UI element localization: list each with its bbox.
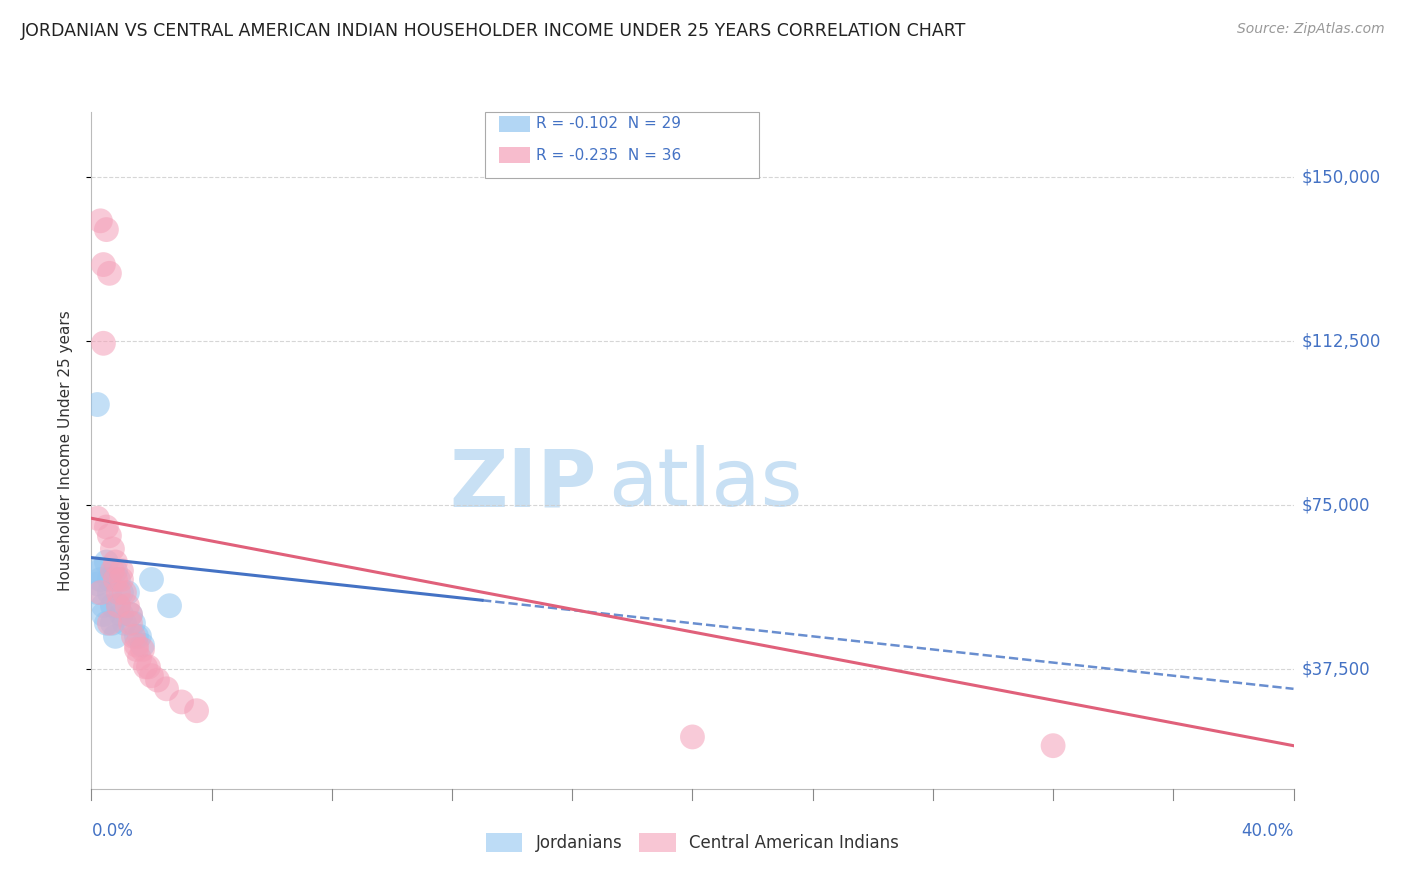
Point (98, 266, 121, 280)
Point (98, 573, 121, 587)
Point (89, 585, 111, 599)
Point (98, 616, 121, 631)
Text: atlas: atlas (609, 445, 803, 524)
Point (104, 555, 127, 569)
Point (96, 616, 118, 631)
Legend: Jordanians, Central American Indians: Jordanians, Central American Indians (479, 827, 905, 859)
Point (170, 695, 193, 709)
Point (138, 660, 160, 674)
Point (131, 642, 153, 657)
Point (120, 607, 142, 622)
Point (117, 599, 139, 613)
Point (86, 398, 108, 412)
Point (110, 585, 132, 599)
Text: ZIP: ZIP (449, 445, 596, 524)
Point (107, 599, 129, 613)
Point (89, 214, 111, 228)
Point (122, 629, 145, 643)
Point (1042, 739, 1064, 753)
Point (110, 564, 132, 578)
Text: $75,000: $75,000 (1302, 496, 1371, 514)
Point (146, 673, 169, 687)
Point (89, 564, 111, 578)
Point (120, 607, 142, 622)
Point (114, 616, 136, 631)
Point (101, 599, 124, 613)
Text: 0.0%: 0.0% (91, 822, 134, 840)
Point (131, 638, 153, 652)
Point (107, 599, 129, 613)
Point (159, 599, 181, 613)
Point (110, 607, 132, 622)
Point (107, 573, 129, 587)
Point (93, 336, 115, 351)
Point (141, 573, 163, 587)
Point (155, 681, 177, 696)
Point (120, 616, 142, 631)
Text: $150,000: $150,000 (1302, 168, 1381, 186)
Point (186, 704, 208, 718)
Point (93, 607, 115, 622)
Point (96, 555, 118, 569)
Point (125, 642, 148, 657)
Text: R = -0.235  N = 36: R = -0.235 N = 36 (536, 148, 681, 162)
Point (93, 599, 115, 613)
Point (141, 669, 163, 683)
Point (93, 258, 115, 272)
Point (89, 573, 111, 587)
Point (125, 638, 148, 652)
Point (104, 564, 127, 578)
Point (96, 222, 118, 236)
Point (122, 616, 145, 631)
Point (110, 573, 132, 587)
Text: Source: ZipAtlas.com: Source: ZipAtlas.com (1237, 22, 1385, 37)
Text: JORDANIAN VS CENTRAL AMERICAN INDIAN HOUSEHOLDER INCOME UNDER 25 YEARS CORRELATI: JORDANIAN VS CENTRAL AMERICAN INDIAN HOU… (21, 22, 966, 40)
Point (86, 511, 108, 525)
Text: R = -0.102  N = 29: R = -0.102 N = 29 (536, 117, 681, 131)
Point (86, 577, 108, 591)
Point (101, 616, 124, 631)
Point (114, 585, 136, 599)
Point (86, 585, 108, 599)
Point (128, 629, 150, 643)
Point (128, 651, 150, 665)
Text: 40.0%: 40.0% (1241, 822, 1294, 840)
Point (125, 629, 148, 643)
Point (83, 564, 105, 578)
Point (96, 520, 118, 534)
Text: $112,500: $112,500 (1302, 332, 1381, 351)
Point (98, 585, 121, 599)
Point (681, 730, 703, 744)
Point (101, 564, 124, 578)
Text: $37,500: $37,500 (1302, 660, 1371, 678)
Y-axis label: Householder Income Under 25 years: Householder Income Under 25 years (58, 310, 73, 591)
Point (117, 585, 139, 599)
Point (98, 529, 121, 543)
Point (104, 629, 127, 643)
Point (107, 585, 129, 599)
Point (101, 541, 124, 556)
Point (104, 573, 127, 587)
Point (134, 660, 156, 674)
